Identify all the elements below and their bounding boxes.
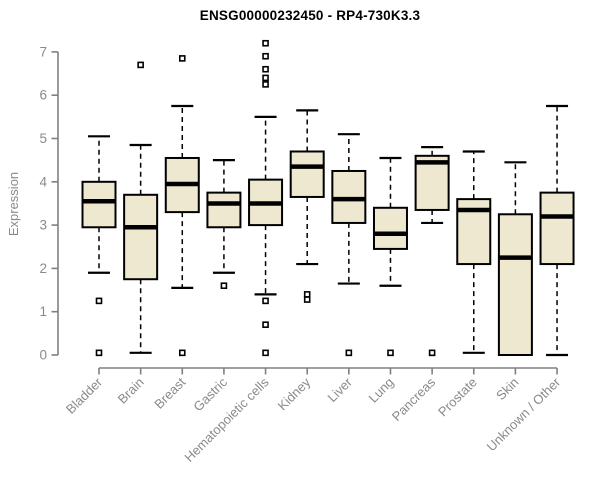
x-tick-label-bladder: Bladder [63, 374, 106, 417]
outlier-point [262, 65, 269, 73]
box-gastric [206, 159, 242, 290]
y-tick-label: 7 [39, 44, 47, 59]
x-tick-label-brain: Brain [115, 375, 147, 407]
y-tick-label: 3 [39, 218, 47, 233]
outlier-point [262, 74, 269, 82]
outlier-point [262, 321, 269, 328]
box-brain [123, 61, 159, 354]
x-tick-label-pancreas: Pancreas [389, 374, 439, 424]
box-hematopoietic-cells [248, 39, 284, 357]
x-tick-label-gastric: Gastric [190, 374, 230, 414]
outlier-point [387, 349, 394, 357]
x-tick-label-liver: Liver [324, 374, 355, 405]
box-breast [164, 55, 200, 357]
x-tick-label-breast: Breast [151, 374, 188, 411]
outlier-point [262, 81, 269, 88]
box-prostate [456, 150, 492, 354]
outlier-point [303, 296, 311, 303]
box-kidney [289, 109, 325, 303]
outlier-point [178, 55, 186, 62]
outlier-point [345, 349, 353, 357]
outlier-point [262, 349, 269, 357]
y-tick-label: 2 [39, 261, 47, 276]
y-tick-label: 4 [39, 174, 47, 189]
outlier-point [303, 291, 311, 298]
outlier-point [262, 297, 269, 305]
outlier-point [95, 349, 103, 357]
x-tick-label-kidney: Kidney [275, 374, 314, 413]
outlier-point [262, 39, 269, 47]
y-tick-label: 1 [39, 304, 47, 319]
outlier-point [178, 349, 186, 357]
y-tick-label: 0 [39, 348, 47, 363]
box-bladder [81, 135, 117, 357]
outlier-point [262, 52, 269, 60]
x-tick-label-skin: Skin [493, 375, 521, 403]
y-axis: 0 1 2 3 4 5 6 7 [39, 44, 59, 363]
y-tick-label: 5 [39, 131, 47, 146]
y-tick-label: 6 [39, 88, 47, 103]
outlier-point [428, 349, 436, 357]
box-unknown-other [539, 104, 575, 357]
y-axis-title: Expression [6, 171, 21, 237]
outlier-point [137, 61, 144, 69]
box-pancreas [414, 146, 450, 357]
box-lung [372, 156, 408, 357]
box-skin [497, 161, 533, 356]
outlier-point [95, 297, 103, 305]
outlier-point [220, 282, 228, 290]
box-liver [331, 133, 367, 357]
x-tick-label-unknown-other: Unknown / Other [484, 374, 564, 454]
x-tick-label-lung: Lung [366, 375, 397, 406]
x-tick-label-prostate: Prostate [435, 375, 480, 420]
chart-title: ENSG00000232450 - RP4-730K3.3 [199, 8, 421, 23]
